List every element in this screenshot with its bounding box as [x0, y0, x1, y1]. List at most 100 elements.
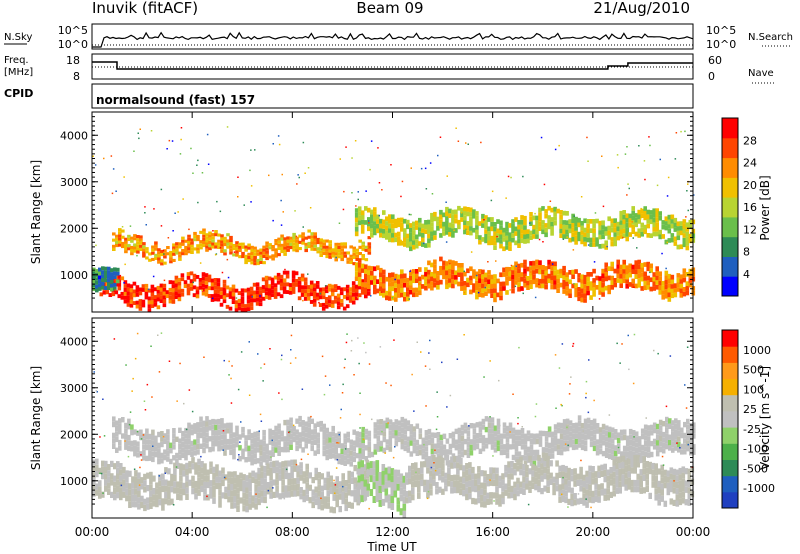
heatmap-cell	[261, 285, 266, 289]
heatmap-cell	[610, 237, 614, 242]
heatmap-cell	[127, 244, 131, 248]
heatmap-cell	[315, 292, 320, 297]
heatmap-cell	[242, 499, 246, 506]
heatmap-cell	[208, 244, 212, 248]
heatmap-cell	[220, 423, 224, 429]
heatmap-cell	[367, 221, 371, 227]
heatmap-cell	[516, 477, 520, 484]
heatmap-cell	[616, 448, 621, 455]
heatmap-cell	[261, 277, 266, 282]
heatmap-cell	[403, 232, 407, 238]
heatmap-cell	[583, 227, 587, 233]
heatmap-cell	[649, 219, 653, 225]
heatmap-cell	[394, 424, 399, 430]
heatmap-cell	[580, 279, 584, 284]
heatmap-cell	[519, 462, 523, 470]
heatmap-cell	[553, 211, 557, 217]
heatmap-cell	[685, 407, 688, 409]
heatmap-cell	[583, 284, 587, 289]
heatmap-cell	[124, 263, 126, 266]
heatmap-cell	[363, 486, 368, 494]
heatmap-cell	[327, 283, 332, 288]
heatmap-cell	[514, 261, 518, 267]
heatmap-cell	[168, 139, 171, 142]
heatmap-cell	[247, 434, 251, 441]
heatmap-cell	[134, 495, 138, 502]
heatmap-cell	[520, 286, 524, 291]
heatmap-cell	[118, 231, 122, 235]
heatmap-cell	[437, 154, 439, 157]
heatmap-cell	[618, 481, 622, 488]
heatmap-cell	[212, 479, 216, 486]
heatmap-cell	[522, 470, 526, 477]
heatmap-cell	[655, 280, 659, 285]
heatmap-cell	[616, 235, 620, 241]
heatmap-cell	[532, 433, 537, 439]
heatmap-cell	[232, 448, 236, 454]
heatmap-cell	[367, 217, 371, 222]
heatmap-cell	[550, 270, 554, 276]
heatmap-cell	[595, 218, 599, 224]
heatmap-cell	[408, 465, 412, 472]
heatmap-cell	[565, 286, 569, 291]
heatmap-cell	[657, 480, 661, 487]
heatmap-cell	[646, 209, 650, 215]
heatmap-cell	[344, 358, 346, 360]
heatmap-cell	[104, 286, 108, 290]
heatmap-cell	[571, 236, 575, 242]
heatmap-cell	[173, 487, 177, 494]
heatmap-cell	[244, 446, 248, 452]
heatmap-cell	[594, 483, 598, 490]
heatmap-cell	[211, 245, 215, 249]
heatmap-cell	[229, 245, 233, 249]
heatmap-cell	[589, 219, 593, 224]
heatmap-cell	[442, 260, 446, 266]
heatmap-cell	[686, 446, 690, 452]
heatmap-cell	[558, 484, 562, 491]
heatmap-cell	[657, 468, 661, 475]
heatmap-cell	[330, 304, 335, 308]
heatmap-cell	[613, 429, 618, 435]
heatmap-cell	[247, 246, 251, 250]
heatmap-cell	[211, 233, 215, 237]
heatmap-cell	[390, 503, 395, 510]
heatmap-cell	[303, 281, 308, 286]
heatmap-cell	[412, 230, 416, 236]
heatmap-cell	[303, 296, 308, 301]
heatmap-cell	[256, 252, 260, 256]
heatmap-cell	[667, 273, 672, 279]
heatmap-cell	[410, 167, 412, 169]
heatmap-cell	[457, 140, 460, 142]
heatmap-cell	[513, 469, 517, 476]
heatmap-cell	[406, 442, 411, 448]
heatmap-cell	[192, 172, 194, 174]
heatmap-cell	[541, 447, 546, 453]
heatmap-cell	[640, 262, 644, 268]
heatmap-cell	[496, 235, 498, 238]
heatmap-cell	[104, 473, 108, 480]
heatmap-cell	[568, 219, 572, 224]
heatmap-cell	[360, 210, 365, 216]
heatmap-cell	[645, 467, 649, 474]
heatmap-cell	[222, 287, 227, 292]
heatmap-cell	[634, 269, 638, 275]
heatmap-cell	[631, 430, 636, 436]
heatmap-cell	[531, 482, 535, 489]
heatmap-cell	[686, 429, 690, 436]
heatmap-cell	[456, 487, 460, 494]
heatmap-cell	[688, 233, 693, 239]
heatmap-cell	[124, 240, 128, 244]
heatmap-cell	[586, 434, 591, 440]
heatmap-cell	[172, 252, 176, 256]
heatmap-cell	[297, 288, 302, 293]
heatmap-cell	[283, 240, 287, 244]
heatmap-cell	[499, 229, 503, 235]
heatmap-cell	[310, 418, 314, 424]
heatmap-cell	[178, 254, 182, 258]
heatmap-cell	[434, 469, 437, 472]
heatmap-cell	[292, 239, 296, 243]
heatmap-cell	[326, 477, 330, 484]
heatmap-cell	[257, 474, 261, 481]
heatmap-cell	[566, 236, 568, 238]
heatmap-cell	[666, 476, 671, 483]
